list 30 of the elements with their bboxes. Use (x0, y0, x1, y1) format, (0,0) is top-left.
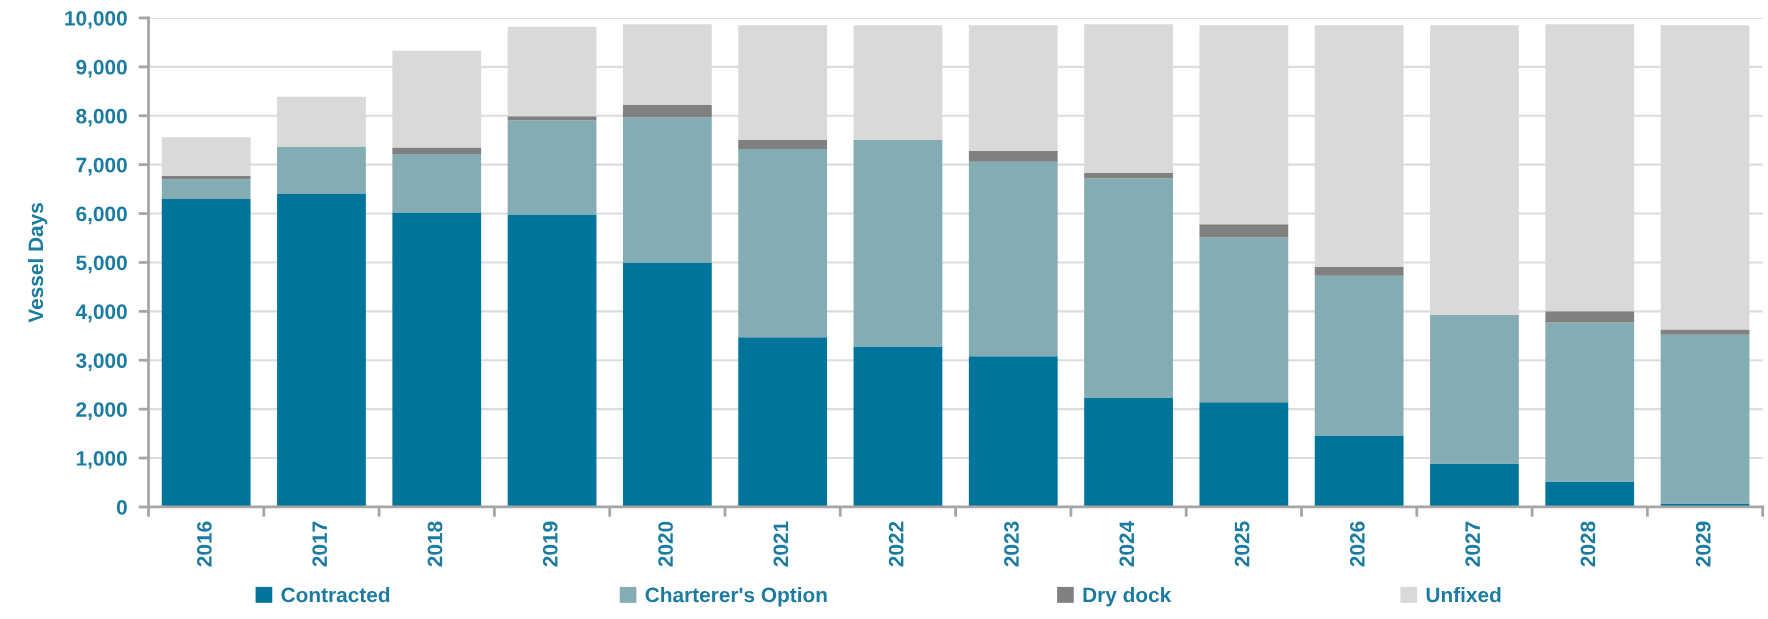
legend-label: Charterer's Option (645, 587, 827, 607)
x-tick-label: 2018 (427, 521, 443, 567)
x-tick-label: 2024 (1119, 520, 1135, 567)
x-tick-label: 2016 (197, 521, 212, 567)
y-tick-label: 1,000 (76, 451, 127, 469)
y-tick-label: 6,000 (76, 206, 127, 225)
x-tick-label: 2028 (1580, 521, 1596, 567)
x-tick-label: 2023 (1004, 521, 1019, 567)
x-tick-label: 2020 (658, 521, 673, 567)
x-tick-label: 2019 (542, 521, 558, 567)
y-axis-title: Vessel Days (27, 203, 48, 323)
y-tick-label: 8,000 (76, 108, 127, 127)
y-tick-label: 3,000 (76, 353, 127, 372)
y-tick-label: 10,000 (65, 10, 127, 29)
legend-label: Contracted (281, 587, 390, 603)
x-tick-label: 2017 (312, 521, 328, 567)
x-tick-label: 2027 (1465, 521, 1481, 567)
x-tick-label: 2021 (773, 521, 789, 567)
x-tick-label: 2026 (1349, 521, 1365, 567)
y-tick-label: 5,000 (76, 255, 127, 274)
legend-label: Unfixed (1426, 587, 1501, 603)
x-tick-label: 2029 (1695, 521, 1711, 567)
y-tick-label: 4,000 (75, 304, 127, 323)
y-tick-label: 7,000 (76, 157, 127, 176)
y-tick-label: 0 (116, 499, 127, 515)
x-tick-label: 2025 (1234, 521, 1250, 567)
y-tick-label: 2,000 (76, 402, 127, 420)
y-tick-label: 9,000 (76, 59, 127, 78)
x-tick-label: 2022 (888, 521, 904, 567)
legend-label: Dry dock (1083, 587, 1172, 607)
